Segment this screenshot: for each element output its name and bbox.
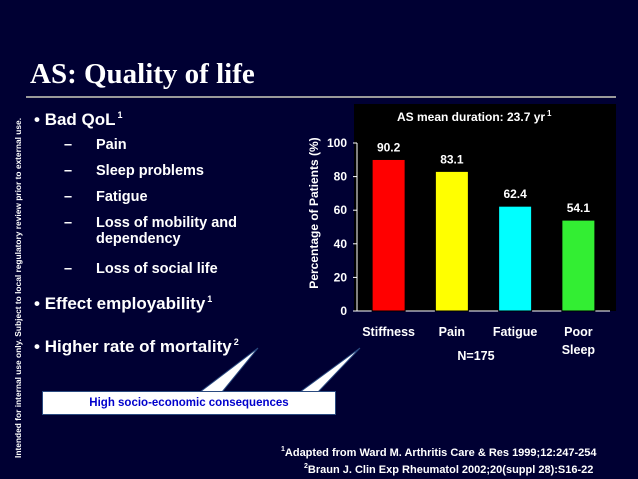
bullet-bad-qol-ref: 1 <box>117 110 123 120</box>
chart-annotation-text: AS mean duration: 23.7 yr <box>397 110 545 124</box>
slide-title: AS: Quality of life <box>30 58 255 90</box>
sub-item-sleep: – Sleep problems <box>64 163 204 179</box>
callout-box: High socio-economic consequences <box>42 391 336 415</box>
sample-size-label: N=175 <box>457 349 494 363</box>
x-tick-label: Poor <box>564 325 593 339</box>
x-tick-label: Stiffness <box>362 325 415 339</box>
chart-annotation: AS mean duration: 23.7 yr 1 <box>397 109 552 124</box>
title-divider <box>26 96 616 98</box>
y-tick-label: 80 <box>334 170 348 184</box>
callout-pointer-right <box>298 347 361 393</box>
footnote-2-ref: 2 <box>304 463 308 470</box>
y-tick-label: 40 <box>334 237 348 251</box>
footnote-2: 2Braun J. Clin Exp Rheumatol 2002;20(sup… <box>304 463 593 476</box>
bullet-mortality-label: Higher rate of mortality <box>44 337 232 356</box>
bullet-employability: • Effect employability 1 <box>34 294 213 313</box>
y-tick-label: 60 <box>334 203 348 217</box>
bullet-bad-qol-label: Bad QoL <box>44 110 116 129</box>
bar-stiffness <box>371 158 406 312</box>
footnote-2-text: Braun J. Clin Exp Rheumatol 2002;20(supp… <box>307 464 594 476</box>
footnote-1: 1Adapted from Ward M. Arthritis Care & R… <box>281 446 596 459</box>
sub-item-social-label: Loss of social life <box>96 261 218 277</box>
x-tick-label: Fatigue <box>493 325 537 339</box>
bar-pain <box>434 170 469 312</box>
y-tick-label: 100 <box>327 136 347 150</box>
sub-item-pain-label: Pain <box>96 137 127 153</box>
bar-fatigue <box>498 205 533 312</box>
bullet-mortality-ref: 2 <box>233 337 239 347</box>
sub-item-fatigue: – Fatigue <box>64 189 148 205</box>
bar-value-label: 83.1 <box>440 152 464 166</box>
bullet-employability-ref: 1 <box>207 294 213 304</box>
callout-text: High socio-economic consequences <box>89 397 289 409</box>
footnote-1-text: Adapted from Ward M. Arthritis Care & Re… <box>284 447 597 459</box>
sub-item-mobility-cont: dependency <box>96 231 181 247</box>
bar-value-label: 90.2 <box>377 140 401 154</box>
bar-value-label: 54.1 <box>567 201 591 215</box>
sub-item-mobility-label: Loss of mobility and <box>96 215 237 231</box>
sub-item-mobility: – Loss of mobility and dependency <box>64 215 237 247</box>
footnote-1-ref: 1 <box>281 446 285 453</box>
bullet-employability-label: Effect employability <box>44 294 206 313</box>
bar-poor-sleep <box>561 219 596 312</box>
bullet-mortality: • Higher rate of mortality 2 <box>34 337 239 356</box>
x-tick-label: Pain <box>439 325 465 339</box>
chart-annotation-ref: 1 <box>547 109 552 118</box>
sub-item-fatigue-label: Fatigue <box>96 189 148 205</box>
bar-value-label: 62.4 <box>503 187 527 201</box>
y-tick-label: 0 <box>340 304 347 318</box>
x-tick-label: Sleep <box>562 343 596 357</box>
callout-pointer-left <box>198 347 259 393</box>
bullet-bad-qol: • Bad QoL 1 <box>34 110 123 129</box>
sub-item-social: – Loss of social life <box>64 261 218 277</box>
sub-item-pain: – Pain <box>64 137 127 153</box>
sub-item-sleep-label: Sleep problems <box>96 163 204 179</box>
y-tick-label: 20 <box>334 270 348 284</box>
y-axis-title: Percentage of Patients (%) <box>307 137 321 288</box>
